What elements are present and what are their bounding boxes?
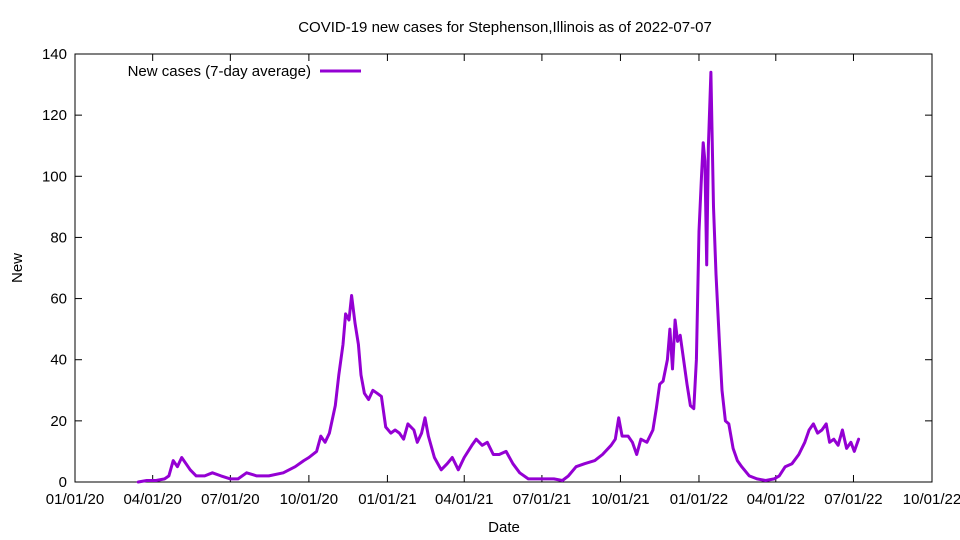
x-tick-label: 07/01/22 [824,491,882,508]
x-tick-label: 10/01/20 [280,491,338,508]
plot-area [74,53,933,483]
x-tick-label: 01/01/21 [358,491,416,508]
series-line-new-cases [136,70,861,484]
x-axis: 01/01/20 04/01/20 07/01/20 10/01/20 01/01/21… [46,54,960,508]
x-tick-label: 04/01/21 [435,491,493,508]
x-tick-label: 01/01/22 [670,491,728,508]
y-tick-label: 40 [50,352,67,369]
x-axis-label: Date [488,519,520,536]
x-tick-label: 01/01/20 [46,491,104,508]
legend-label: New cases (7-day average) [128,63,311,80]
x-tick-label: 04/01/20 [123,491,181,508]
y-tick-label: 100 [42,168,67,185]
legend: New cases (7-day average) [128,63,361,80]
plot-frame [74,53,933,483]
y-axis-label: New [9,253,26,283]
x-tick-label: 07/01/21 [513,491,571,508]
y-tick-label: 0 [59,474,67,491]
x-tick-label: 07/01/20 [201,491,259,508]
y-tick-label: 120 [42,107,67,124]
x-tick-label: 10/01/22 [903,491,960,508]
y-tick-label: 140 [42,46,67,63]
x-tick-label: 04/01/22 [747,491,805,508]
chart-title: COVID-19 new cases for Stephenson,Illino… [298,19,712,36]
y-tick-label: 20 [50,413,67,430]
y-tick-label: 60 [50,291,67,308]
y-tick-label: 80 [50,229,67,246]
y-axis: 0 20 40 60 80 100 120 140 [42,46,932,491]
x-tick-label: 10/01/21 [591,491,649,508]
